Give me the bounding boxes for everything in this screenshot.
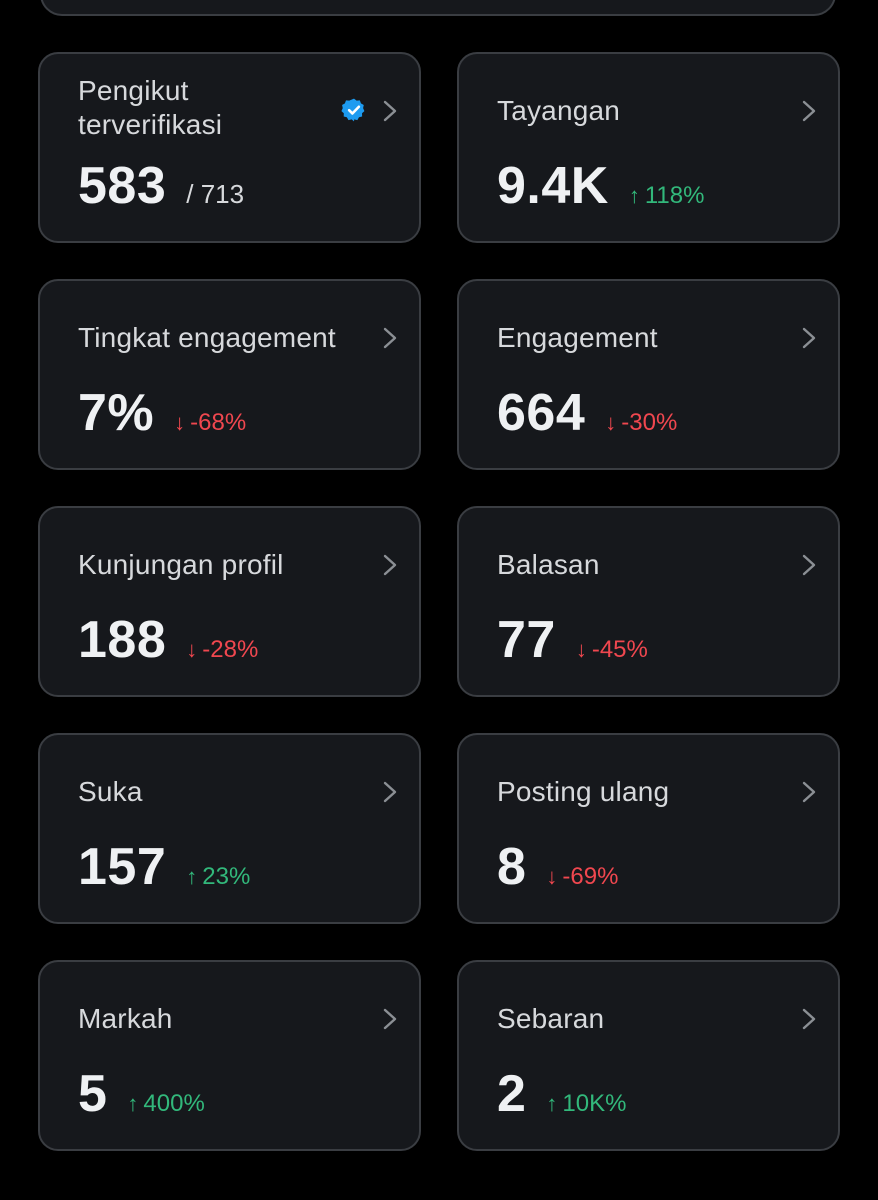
metric-value: 8 (497, 838, 527, 896)
metric-title: Engagement (497, 322, 658, 353)
delta-value: 23% (202, 863, 251, 890)
metric-card-profile-visits[interactable]: Kunjungan profil 188 ↓ -28% (38, 506, 421, 697)
metric-delta: ↑ 10K% (546, 1090, 626, 1118)
metric-value: 664 (497, 384, 586, 442)
delta-value: 400% (143, 1090, 205, 1117)
chevron-right-icon (383, 1008, 397, 1030)
metric-title: Balasan (497, 549, 600, 580)
chevron-right-icon (383, 554, 397, 576)
arrow-down-icon: ↓ (186, 637, 198, 662)
metric-title: Posting ulang (497, 776, 670, 807)
metric-delta: ↑ 400% (127, 1090, 204, 1118)
metric-value-row: 664 ↓ -30% (497, 385, 677, 441)
metric-denominator: / 713 (186, 179, 245, 209)
metric-title: Kunjungan profil (78, 549, 284, 580)
metric-title: Sebaran (497, 1003, 605, 1034)
delta-value: 118% (644, 182, 705, 209)
chevron-right-icon (802, 554, 816, 576)
metric-value: 188 (78, 611, 167, 669)
metric-delta: ↑ 118% (629, 182, 705, 210)
metric-delta: ↓ -45% (576, 636, 648, 664)
metric-value-row: 5 ↑ 400% (78, 1066, 205, 1122)
metric-card-bookmarks[interactable]: Markah 5 ↑ 400% (38, 960, 421, 1151)
metric-value: 77 (497, 611, 556, 669)
metric-card-engagements[interactable]: Engagement 664 ↓ -30% (457, 279, 840, 470)
metric-card-shares[interactable]: Sebaran 2 ↑ 10K% (457, 960, 840, 1151)
metric-title: Suka (78, 776, 143, 807)
delta-value: -69% (562, 863, 619, 890)
metric-value-row: 583 / 713 (78, 158, 244, 214)
metric-value: 157 (78, 838, 167, 896)
metric-value: 5 (78, 1065, 108, 1123)
metric-card-verified-followers[interactable]: Pengikut terverifikasi 583 / 713 (38, 52, 421, 243)
metric-value: 2 (497, 1065, 527, 1123)
metric-title: Tayangan (497, 95, 621, 126)
delta-value: -30% (621, 409, 678, 436)
metric-card-replies[interactable]: Balasan 77 ↓ -45% (457, 506, 840, 697)
chevron-right-icon (802, 1008, 816, 1030)
verified-badge-icon (341, 98, 365, 122)
metric-value-row: 157 ↑ 23% (78, 839, 250, 895)
metric-delta: ↑ 23% (186, 863, 250, 891)
metric-delta: ↓ -30% (605, 409, 677, 437)
metric-title: Markah (78, 1003, 173, 1034)
metric-card-reposts[interactable]: Posting ulang 8 ↓ -69% (457, 733, 840, 924)
chevron-right-icon (383, 100, 397, 122)
chevron-right-icon (383, 781, 397, 803)
metric-value-row: 77 ↓ -45% (497, 612, 648, 668)
metric-value: 7% (78, 384, 155, 442)
chevron-right-icon (383, 327, 397, 349)
metric-delta: ↓ -69% (546, 863, 618, 891)
metric-delta: ↓ -28% (186, 636, 258, 664)
delta-value: -28% (202, 636, 259, 663)
metric-card-likes[interactable]: Suka 157 ↑ 23% (38, 733, 421, 924)
arrow-down-icon: ↓ (546, 864, 558, 889)
delta-value: -45% (591, 636, 648, 663)
arrow-up-icon: ↑ (546, 1091, 558, 1116)
metric-value: 583 (78, 157, 167, 215)
arrow-up-icon: ↑ (186, 864, 198, 889)
metric-card-engagement-rate[interactable]: Tingkat engagement 7% ↓ -68% (38, 279, 421, 470)
metric-delta: ↓ -68% (174, 409, 246, 437)
metric-value-row: 188 ↓ -28% (78, 612, 258, 668)
chevron-right-icon (802, 781, 816, 803)
metric-card-impressions[interactable]: Tayangan 9.4K ↑ 118% (457, 52, 840, 243)
metric-title: Pengikut terverifikasi (78, 75, 223, 140)
metric-value-row: 9.4K ↑ 118% (497, 158, 704, 214)
arrow-down-icon: ↓ (605, 410, 617, 435)
metric-value-row: 2 ↑ 10K% (497, 1066, 626, 1122)
chevron-right-icon (802, 100, 816, 122)
delta-value: 10K% (562, 1090, 627, 1117)
metric-value-row: 7% ↓ -68% (78, 385, 246, 441)
previous-card (40, 0, 836, 16)
metrics-grid: Pengikut terverifikasi 583 / 713 Tayanga… (38, 52, 840, 1151)
chevron-right-icon (802, 327, 816, 349)
delta-value: -68% (190, 409, 247, 436)
arrow-down-icon: ↓ (174, 410, 186, 435)
arrow-up-icon: ↑ (127, 1091, 139, 1116)
metric-value: 9.4K (497, 157, 609, 215)
arrow-up-icon: ↑ (628, 183, 640, 208)
metric-value-row: 8 ↓ -69% (497, 839, 618, 895)
arrow-down-icon: ↓ (575, 637, 587, 662)
metric-title: Tingkat engagement (78, 322, 336, 353)
